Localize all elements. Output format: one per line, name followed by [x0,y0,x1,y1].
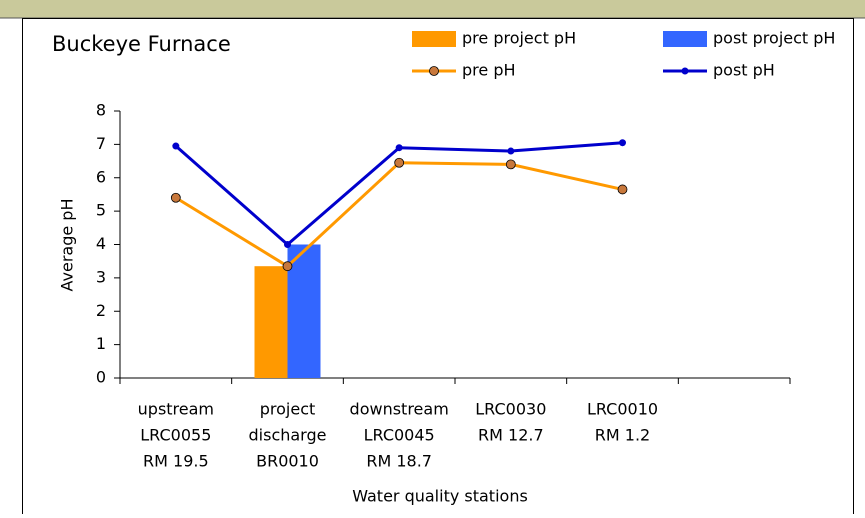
marker [505,159,516,170]
legend-label: pre pH [462,61,516,80]
marker [395,144,403,152]
marker [681,67,689,75]
x-tick-label: LRC0055 [140,426,211,445]
marker [507,147,515,155]
y-tick-label: 3 [96,267,106,286]
y-tick-label: 4 [96,234,106,253]
x-tick-label: RM 1.2 [595,426,650,445]
marker [172,142,180,150]
x-tick-label: RM 19.5 [143,452,209,471]
legend-label: post project pH [713,29,835,48]
chart-title: Buckeye Furnace [52,32,231,56]
x-tick-label: LRC0010 [587,400,658,419]
x-tick-label: upstream [138,400,214,419]
marker [282,261,293,272]
x-tick-label: RM 18.7 [366,452,432,471]
y-tick-label: 1 [96,334,106,353]
y-tick-label: 0 [96,368,106,387]
x-tick-label: RM 12.7 [478,426,544,445]
y-axis-title: Average pH [58,199,77,292]
y-tick-label: 7 [96,134,106,153]
y-tick-label: 5 [96,201,106,220]
marker [617,184,628,195]
legend-swatch [412,31,456,47]
legend-label: pre project pH [462,29,576,48]
bar [287,244,321,378]
header-bar [0,0,865,18]
marker [170,192,181,203]
legend-swatch [663,31,707,47]
y-tick-label: 2 [96,301,106,320]
x-tick-label: project [260,400,316,419]
x-tick-label: BR0010 [256,452,319,471]
y-tick-label: 6 [96,167,106,186]
x-tick-label: downstream [350,400,449,419]
marker [394,157,405,168]
x-tick-label: discharge [249,426,327,445]
marker [284,241,291,248]
x-tick-label: LRC0030 [475,400,546,419]
x-tick-label: LRC0045 [364,426,435,445]
legend-label: post pH [713,61,775,80]
marker [429,66,439,76]
bar [254,266,288,378]
chart-frame [22,18,854,518]
marker [619,139,626,147]
y-tick-label: 8 [96,101,106,120]
x-axis-title: Water quality stations [352,487,528,506]
